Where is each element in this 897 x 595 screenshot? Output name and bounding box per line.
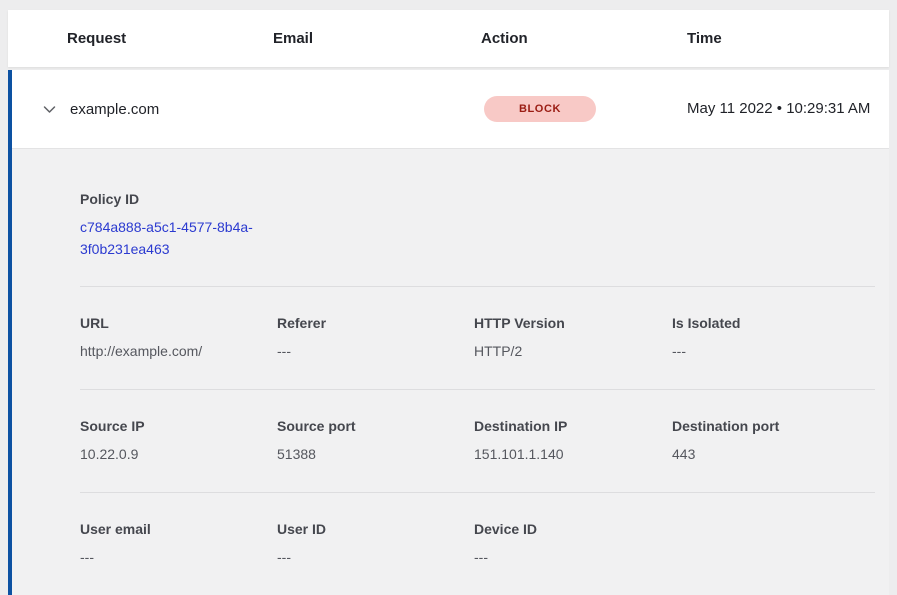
field-label: Referer: [277, 315, 327, 331]
request-details-section: URL http://example.com/ Referer --- HTTP…: [80, 287, 875, 390]
row-expand-toggle[interactable]: [12, 101, 70, 118]
field-destination-ip: Destination IP 151.101.1.140: [474, 418, 672, 462]
field-value: ---: [672, 343, 686, 359]
field-is-isolated: Is Isolated ---: [672, 315, 875, 359]
field-user-email: User email ---: [80, 521, 277, 565]
user-details-section: User email --- User ID --- Device ID ---: [80, 493, 875, 595]
field-label: HTTP Version: [474, 315, 565, 331]
field-value: ---: [277, 549, 291, 565]
policy-id-label: Policy ID: [80, 191, 140, 207]
column-header-action: Action: [481, 30, 528, 47]
column-header-email: Email: [273, 30, 314, 47]
field-label: Is Isolated: [672, 315, 741, 331]
field-value: ---: [474, 549, 488, 565]
column-header-time: Time: [687, 30, 722, 47]
log-row[interactable]: example.com BLOCK May 11 2022 • 10:29:31…: [12, 70, 889, 148]
cell-request: example.com: [70, 100, 160, 118]
field-label: Device ID: [474, 521, 538, 537]
cell-time: May 11 2022 • 10:29:31 AM: [687, 100, 871, 117]
chevron-down-icon: [41, 101, 58, 118]
network-details-section: Source IP 10.22.0.9 Source port 51388 De…: [80, 390, 875, 493]
field-value: 51388: [277, 446, 316, 462]
column-header-request: Request: [67, 30, 127, 47]
field-label: User email: [80, 521, 151, 537]
cell-action: BLOCK: [484, 96, 687, 122]
field-referer: Referer ---: [277, 315, 474, 359]
field-label: Source port: [277, 418, 356, 434]
field-value: HTTP/2: [474, 343, 523, 359]
policy-id-link[interactable]: c784a888-a5c1-4577-8b4a-3f0b231ea463: [80, 219, 253, 257]
field-source-ip: Source IP 10.22.0.9: [80, 418, 277, 462]
field-value: ---: [277, 343, 291, 359]
field-label: Destination IP: [474, 418, 568, 434]
status-badge-block: BLOCK: [484, 96, 596, 122]
field-value: 151.101.1.140: [474, 446, 564, 462]
log-table-header: Request Email Action Time: [8, 10, 889, 67]
field-destination-port: Destination port 443: [672, 418, 875, 462]
field-value: ---: [80, 549, 94, 565]
field-label: User ID: [277, 521, 327, 537]
field-source-port: Source port 51388: [277, 418, 474, 462]
field-label: URL: [80, 315, 109, 331]
field-http-version: HTTP Version HTTP/2: [474, 315, 672, 359]
field-device-id: Device ID ---: [474, 521, 672, 565]
log-row-details: Policy ID c784a888-a5c1-4577-8b4a-3f0b23…: [12, 148, 889, 595]
field-url: URL http://example.com/: [80, 315, 277, 359]
field-label: Destination port: [672, 418, 780, 434]
field-label: Source IP: [80, 418, 145, 434]
field-value: 10.22.0.9: [80, 446, 139, 462]
field-value: 443: [672, 446, 696, 462]
log-row-container: example.com BLOCK May 11 2022 • 10:29:31…: [8, 70, 889, 595]
field-user-id: User ID ---: [277, 521, 474, 565]
field-value: http://example.com/: [80, 343, 203, 359]
policy-id-section: Policy ID c784a888-a5c1-4577-8b4a-3f0b23…: [80, 149, 875, 287]
